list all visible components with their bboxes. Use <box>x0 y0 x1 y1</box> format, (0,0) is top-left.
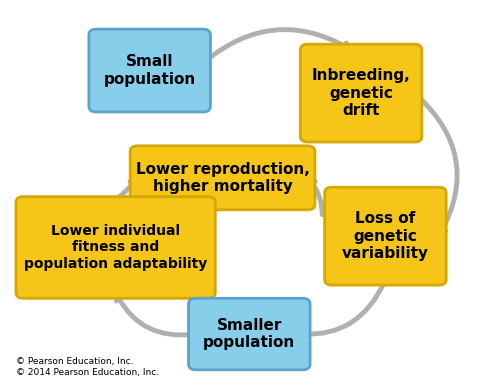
FancyBboxPatch shape <box>300 44 422 142</box>
FancyBboxPatch shape <box>89 29 210 112</box>
FancyBboxPatch shape <box>130 146 315 210</box>
Text: Lower reproduction,
higher mortality: Lower reproduction, higher mortality <box>136 162 310 194</box>
Text: Small
population: Small population <box>104 54 196 87</box>
FancyBboxPatch shape <box>324 187 446 285</box>
FancyBboxPatch shape <box>188 298 310 370</box>
Text: Lower individual
fitness and
population adaptability: Lower individual fitness and population … <box>24 224 207 271</box>
Text: Inbreeding,
genetic
drift: Inbreeding, genetic drift <box>312 68 410 118</box>
Text: © Pearson Education, Inc.
© 2014 Pearson Education, Inc.: © Pearson Education, Inc. © 2014 Pearson… <box>16 357 159 377</box>
Text: Smaller
population: Smaller population <box>203 318 296 350</box>
Text: Loss of
genetic
variability: Loss of genetic variability <box>342 211 429 261</box>
FancyBboxPatch shape <box>16 197 216 298</box>
